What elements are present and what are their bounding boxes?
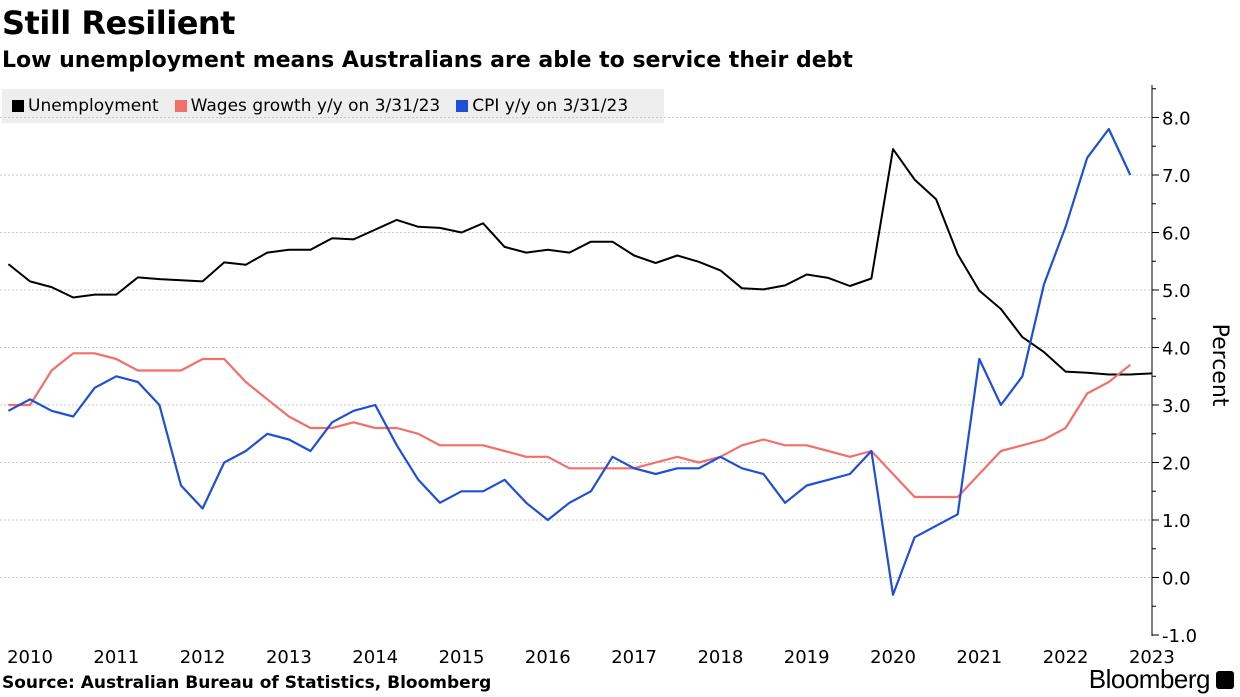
bloomberg-logo: Bloomberg [1088,664,1211,694]
wages-growth-line [8,352,1131,499]
x-tick-label: 2021 [956,647,1002,668]
x-tick-label: 2016 [525,647,571,668]
x-tick-label: 2014 [352,647,398,668]
legend-item-cpi: CPI y/y on 3/31/23 [456,96,628,116]
legend-item-wages: Wages growth y/y on 3/31/23 [174,96,441,116]
legend-label-unemployment: Unemployment [28,96,159,116]
y-tick-label: 2.0 [1162,454,1191,475]
legend-swatch-cpi [456,100,469,112]
x-tick-label: 2022 [1043,647,1089,668]
x-tick-label: 2013 [266,647,312,668]
y-axis-title: Percent [1207,324,1232,407]
y-tick-label: 4.0 [1162,339,1191,360]
x-tick-label: 2010 [7,647,53,668]
unemployment-line [7,148,1152,376]
x-tick-label: 2012 [180,647,226,668]
x-tick-label: 2018 [697,647,743,668]
y-tick-label: 3.0 [1162,396,1191,417]
y-tick-label: 0.0 [1162,569,1191,590]
source-note: Source: Australian Bureau of Statistics,… [2,673,492,693]
x-tick-label: 2011 [93,647,139,668]
y-tick-label: 8.0 [1162,109,1191,130]
x-tick-label: 2015 [439,647,485,668]
legend-label-cpi: CPI y/y on 3/31/23 [472,96,629,116]
y-tick-label: 6.0 [1162,224,1191,245]
cpi-line [7,127,1132,596]
legend-swatch-wages [174,100,187,112]
chart-subtitle: Low unemployment means Australians are a… [2,48,853,73]
legend-swatch-unemployment [12,100,24,112]
y-tick-label: 1.0 [1162,511,1191,532]
x-tick-label: 2017 [611,647,657,668]
bloomberg-icon [1216,671,1234,689]
x-tick-label: 2023 [1129,647,1175,668]
legend-item-unemployment: Unemployment [12,96,159,116]
x-tick-label: 2019 [784,647,830,668]
y-tick-label: 7.0 [1162,166,1191,187]
legend-label-wages: Wages growth y/y on 3/31/23 [190,96,441,116]
chart-title: Still Resilient [2,4,235,42]
y-tick-label: -1.0 [1162,626,1197,647]
y-tick-label: 5.0 [1162,281,1191,302]
x-tick-label: 2020 [870,647,916,668]
